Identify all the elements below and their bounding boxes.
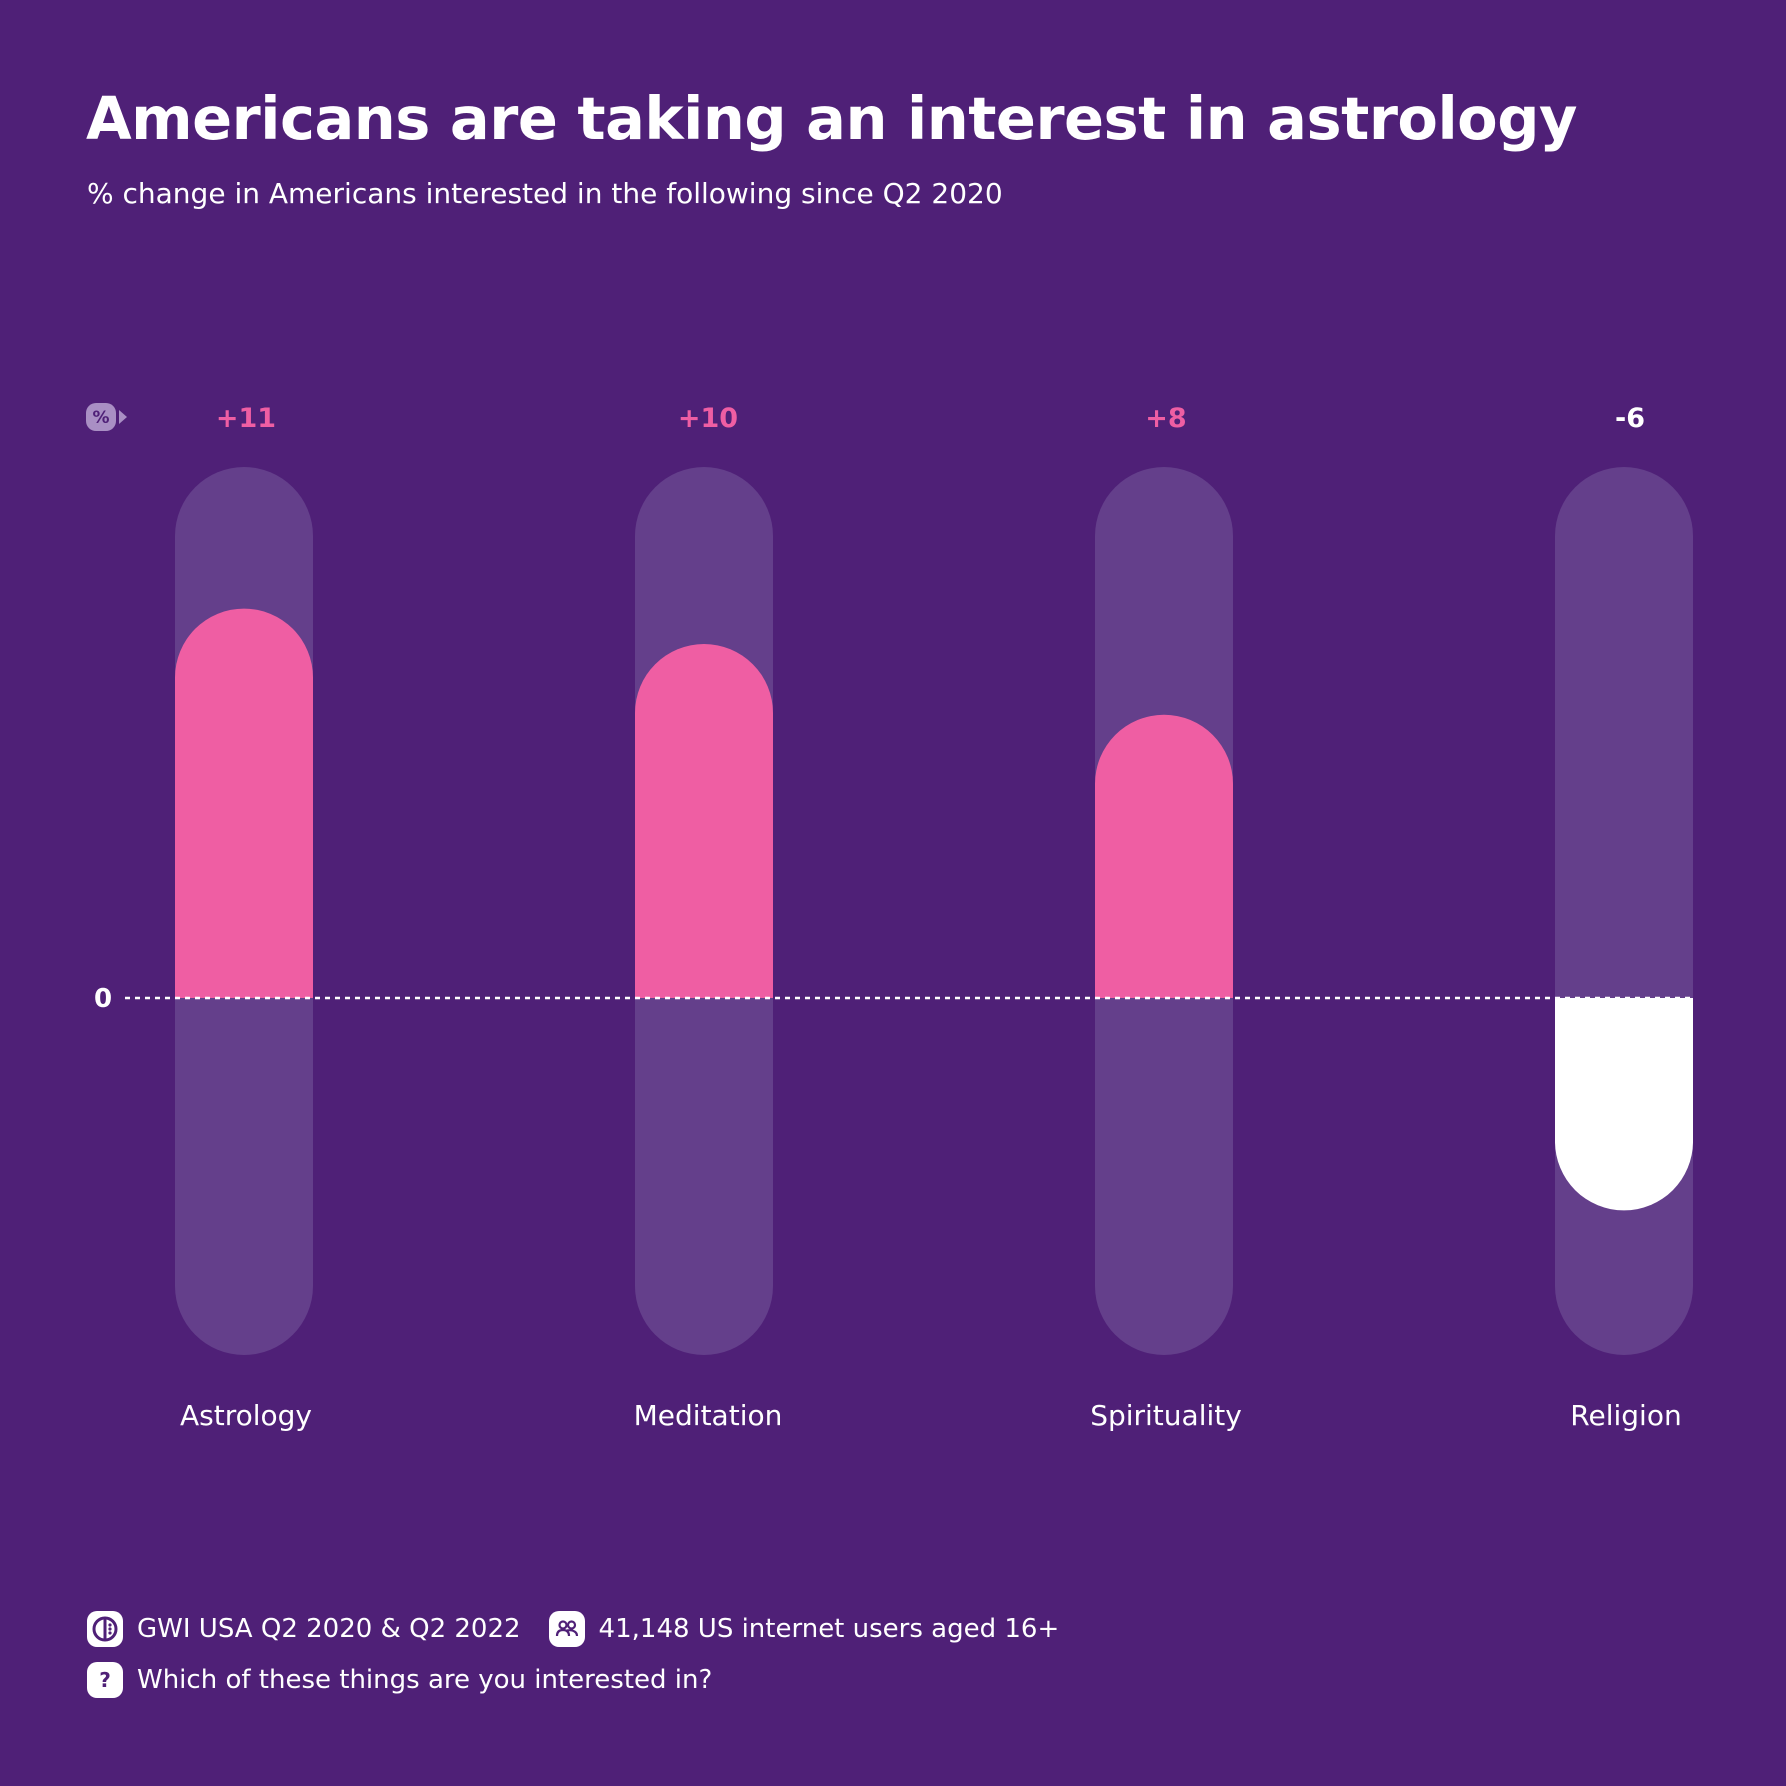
chart-title: Americans are taking an interest in astr… xyxy=(86,84,1577,153)
value-label-spirituality: +8 xyxy=(1145,403,1186,434)
gwi-logo-icon xyxy=(87,1611,123,1647)
category-label-meditation: Meditation xyxy=(634,1399,783,1432)
footer-sample: 41,148 US internet users aged 16+ xyxy=(598,1614,1060,1644)
bar-meditation xyxy=(635,644,773,998)
percent-unit-badge: % xyxy=(86,403,127,431)
footer-question: Which of these things are you interested… xyxy=(137,1665,713,1695)
question-icon: ? xyxy=(87,1662,123,1698)
bar-chart: % 0 +11 Astrology +10 Meditation +8 Spiritual… xyxy=(86,403,1693,1432)
value-label-astrology: +11 xyxy=(216,403,276,434)
category-label-religion: Religion xyxy=(1570,1399,1681,1432)
bar-religion xyxy=(1555,998,1693,1211)
unit-badge-label: % xyxy=(92,408,109,428)
bar-astrology xyxy=(175,608,313,998)
footer-source-row: GWI USA Q2 2020 & Q2 2022 41,148 US inte… xyxy=(87,1611,1087,1647)
baseline-label: 0 xyxy=(94,984,112,1014)
value-label-meditation: +10 xyxy=(678,403,738,434)
footer-question-row: ? Which of these things are you interest… xyxy=(87,1662,740,1698)
category-label-astrology: Astrology xyxy=(180,1399,312,1432)
people-icon xyxy=(548,1611,585,1647)
chart-subtitle: % change in Americans interested in the … xyxy=(87,177,1003,210)
footer-source: GWI USA Q2 2020 & Q2 2022 xyxy=(137,1614,521,1644)
bar-spirituality xyxy=(1095,714,1233,998)
track-religion xyxy=(1555,467,1693,1355)
category-label-spirituality: Spirituality xyxy=(1090,1399,1242,1432)
value-label-religion: -6 xyxy=(1615,403,1645,434)
